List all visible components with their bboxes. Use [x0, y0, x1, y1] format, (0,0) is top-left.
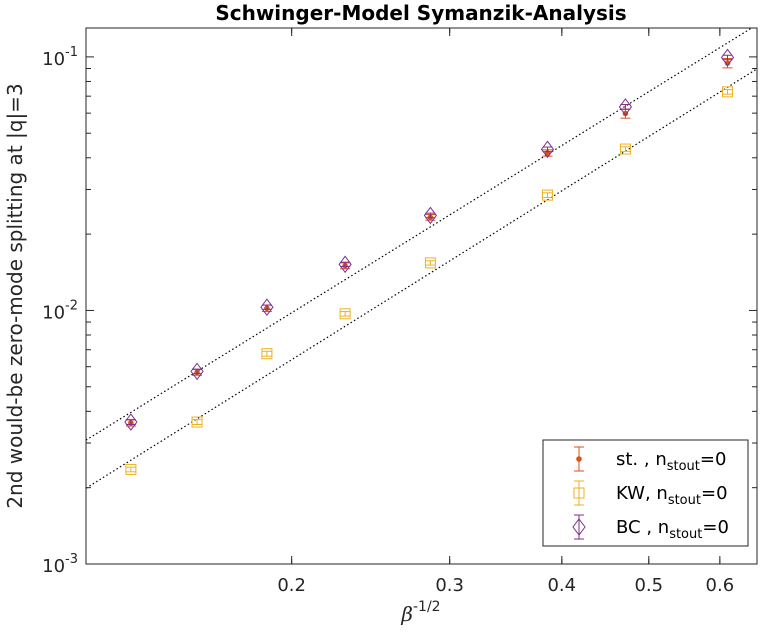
fit-line-2: [86, 68, 757, 489]
plot-area: 0.2 0.3 0.4 0.5 0.6 10-3 10-2 10-1: [42, 27, 758, 596]
data-point: [619, 143, 631, 155]
data-point: [339, 308, 351, 320]
x-tick-label: 0.5: [634, 575, 663, 596]
data-point: [190, 362, 204, 381]
y-tick-label: 10-3: [42, 552, 78, 577]
series-3: [124, 48, 735, 431]
axes-box: [85, 27, 758, 565]
data-point: [260, 298, 274, 317]
legend-label: KW, nstout=0: [616, 483, 728, 508]
data-point: [540, 140, 555, 159]
series-1: [125, 58, 733, 427]
x-tick-label: 0.3: [435, 575, 464, 596]
fit-line-1: [86, 28, 753, 441]
data-point: [542, 189, 554, 201]
data-point: [124, 413, 138, 431]
legend: st. , nstout=0 KW, nstout=0 BC , nstout=0: [542, 439, 749, 547]
data-point: [722, 86, 734, 98]
data-point: [191, 416, 203, 428]
legend-marker: [576, 456, 582, 462]
series-2: [125, 86, 734, 475]
x-axis-label: β-1/2: [400, 599, 440, 626]
data-point: [720, 48, 735, 67]
legend-marker: [572, 518, 586, 536]
x-tick-label: 0.2: [277, 575, 306, 596]
legend-label: BC , nstout=0: [616, 517, 729, 542]
data-point: [424, 257, 436, 269]
x-tick-label: 0.4: [547, 575, 576, 596]
legend-label: st. , nstout=0: [616, 449, 726, 474]
data-point: [338, 255, 352, 274]
x-tick-label: 0.6: [706, 575, 735, 596]
data-point: [618, 98, 633, 116]
y-axis-label: 2nd would-be zero-mode splitting at |q|=…: [3, 83, 27, 508]
y-tick-label: 10-1: [42, 45, 78, 70]
legend-marker: [573, 487, 585, 499]
data-point: [261, 348, 273, 360]
data-point: [125, 463, 137, 475]
data-point: [622, 110, 629, 117]
data-point: [423, 206, 438, 225]
chart-title: Schwinger-Model Symanzik-Analysis: [215, 1, 626, 25]
y-tick-label: 10-2: [42, 298, 78, 323]
